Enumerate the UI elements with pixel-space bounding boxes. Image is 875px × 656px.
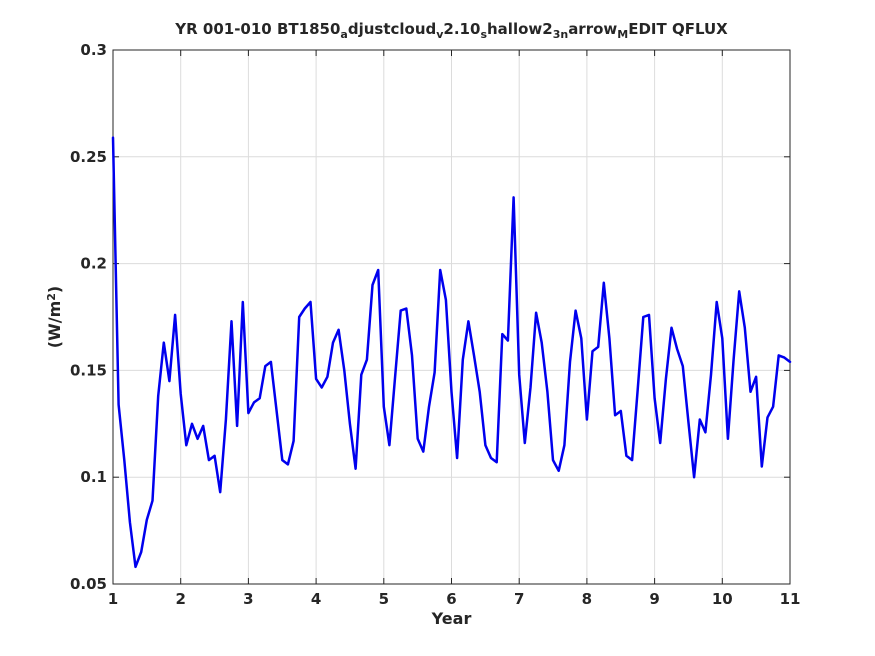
x-tick-label: 11 xyxy=(780,590,801,608)
y-tick-label: 0.1 xyxy=(80,468,107,486)
x-tick-label: 5 xyxy=(379,590,389,608)
x-tick-label: 9 xyxy=(649,590,659,608)
title-fragment: 3n xyxy=(553,28,569,41)
x-tick-label: 2 xyxy=(175,590,185,608)
x-tick-label: 6 xyxy=(446,590,456,608)
y-tick-label: 0.2 xyxy=(80,255,107,273)
title-fragment: v xyxy=(436,28,444,41)
y-label-prefix: (W/m xyxy=(45,301,64,348)
title-fragment: YR 001-010 BT1850 xyxy=(174,20,340,38)
y-tick-label: 0.25 xyxy=(70,148,107,166)
title-fragment: djustcloud xyxy=(348,20,436,38)
title-fragment: 2.10 xyxy=(443,20,480,38)
y-tick-label: 0.15 xyxy=(70,361,107,379)
title-fragment: s xyxy=(480,28,487,41)
y-axis-label: (W/m2) xyxy=(45,286,64,348)
grid xyxy=(113,50,790,584)
series-line-0 xyxy=(111,136,792,569)
x-tick-label: 3 xyxy=(243,590,253,608)
y-tick-label: 0.05 xyxy=(70,575,107,593)
x-tick-label: 4 xyxy=(311,590,321,608)
y-label-superscript: 2 xyxy=(45,293,58,301)
title-fragment: M xyxy=(617,28,628,41)
series-layer xyxy=(111,136,792,569)
title-fragment: arrow xyxy=(568,20,617,38)
x-tick-label: 10 xyxy=(712,590,733,608)
x-axis-label: Year xyxy=(431,609,472,628)
x-tick-label: 7 xyxy=(514,590,524,608)
x-tick-label: 1 xyxy=(108,590,118,608)
y-label-suffix: ) xyxy=(45,286,64,293)
x-tick-label: 8 xyxy=(582,590,592,608)
title-fragment: a xyxy=(340,28,347,41)
ticks: 1 2 3 4 5 6 7 8 9 10 11 0.05 0.1 0.15 0.2 0.25 0.3 xyxy=(70,41,800,608)
title-fragment: EDIT QFLUX xyxy=(628,20,728,38)
y-tick-label: 0.3 xyxy=(80,41,107,59)
title-fragment: hallow2 xyxy=(487,20,553,38)
chart-title: YR 001-010 BT1850adjustcloudv2.10shallow… xyxy=(174,20,728,41)
